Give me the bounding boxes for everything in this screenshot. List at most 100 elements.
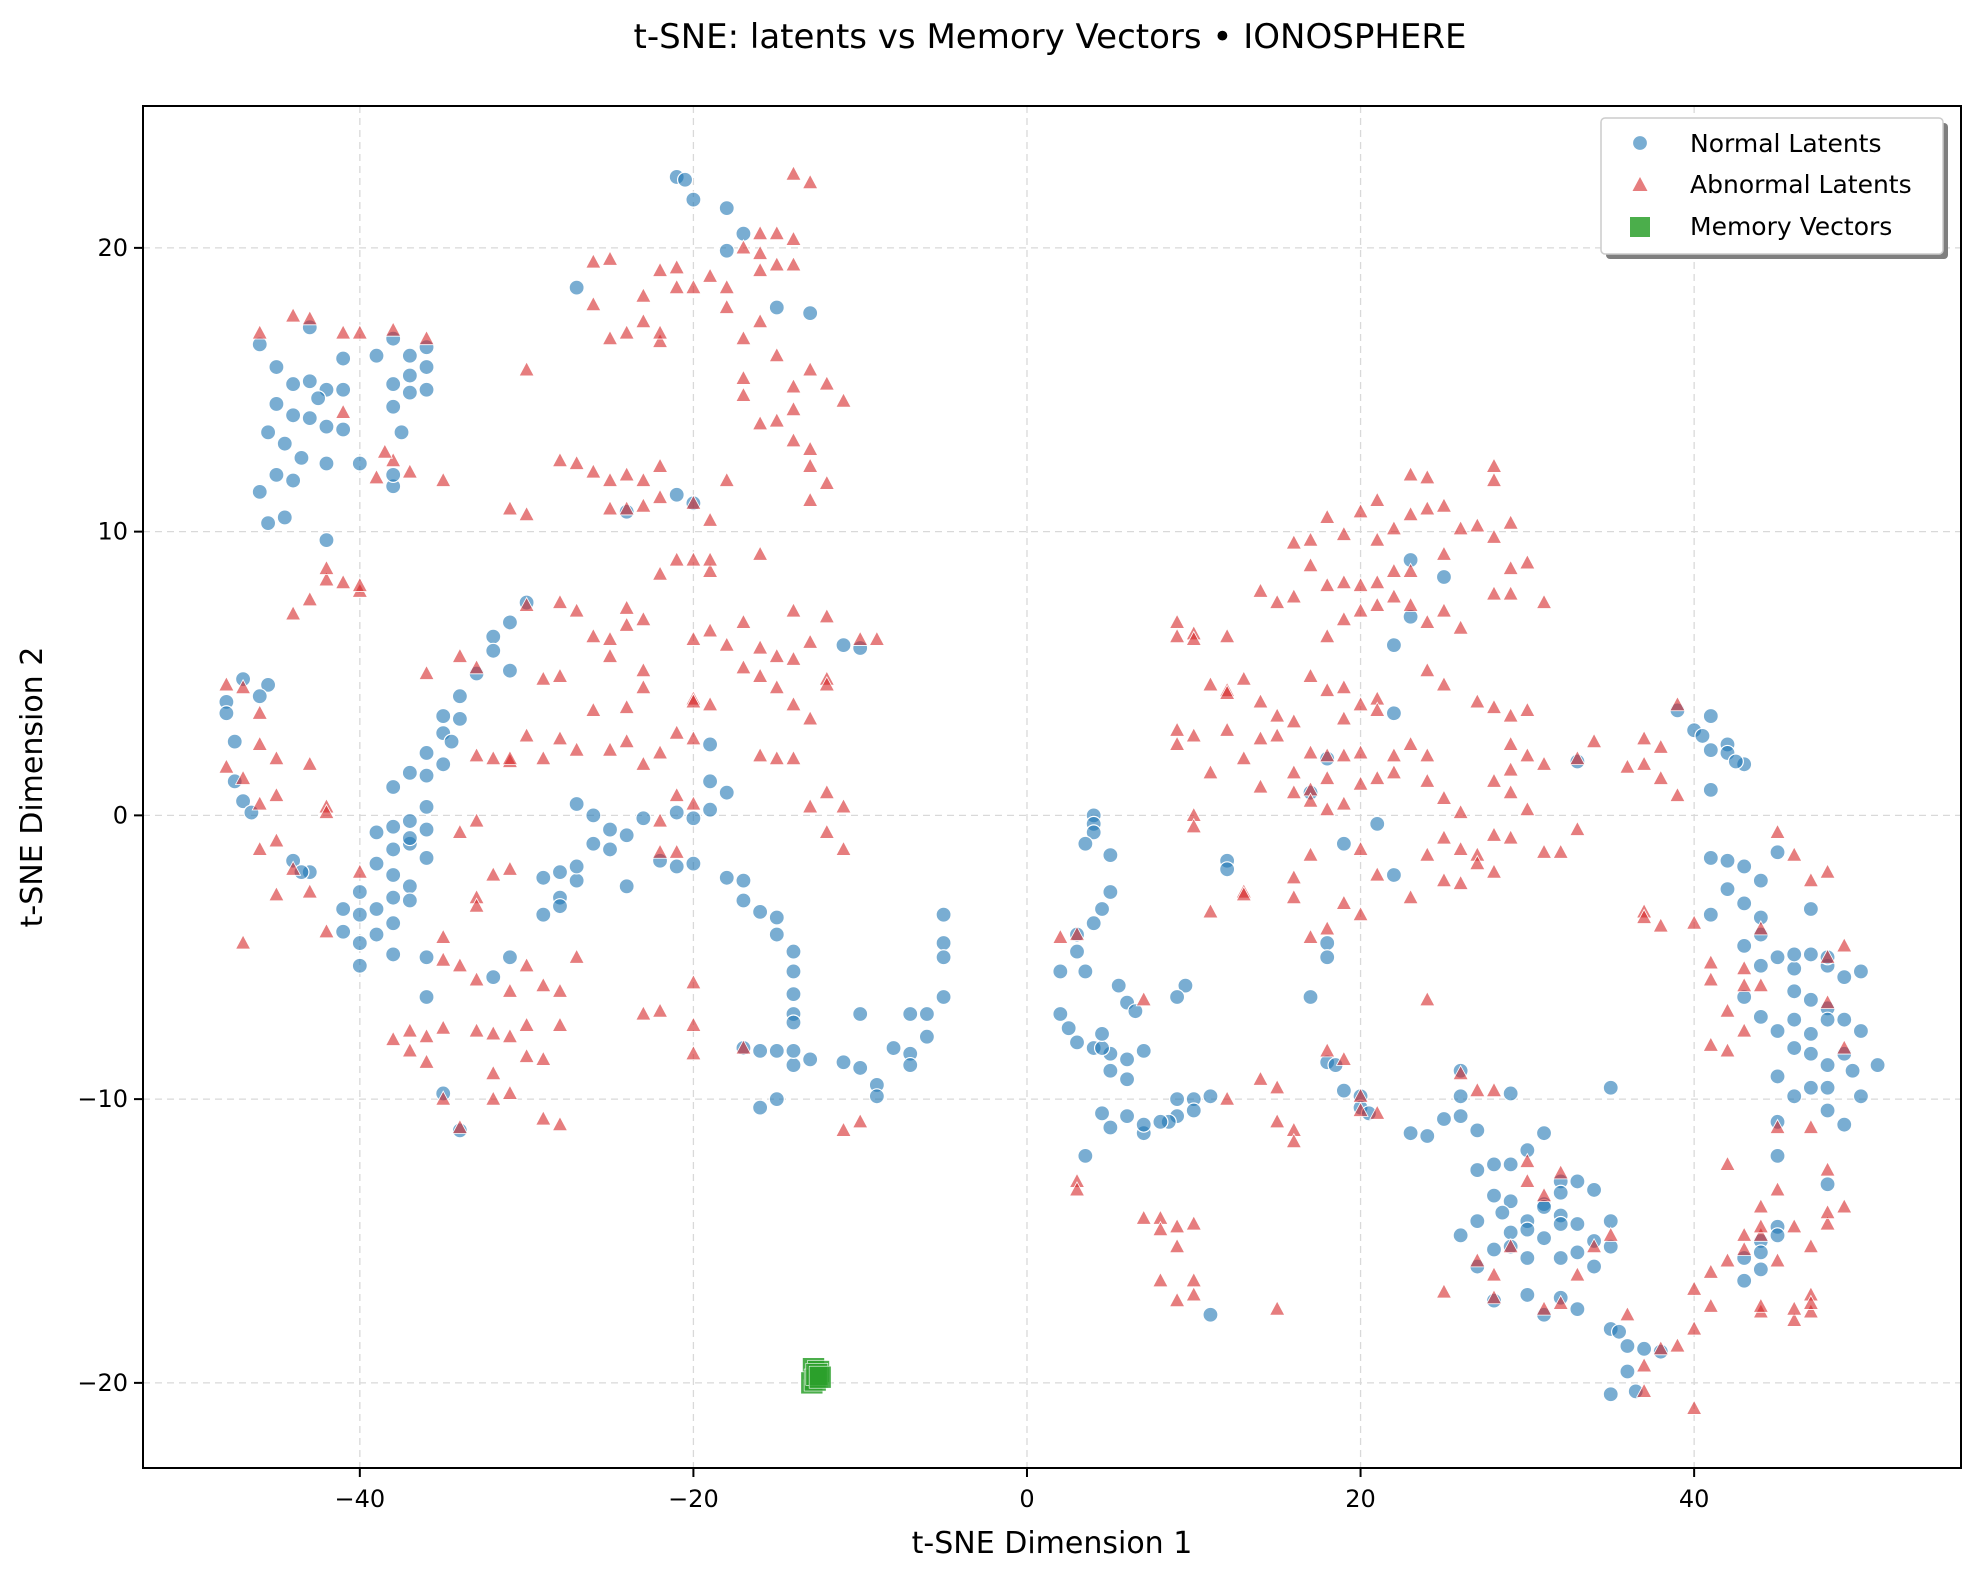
abnormal-latent-point (785, 602, 802, 618)
normal-latent-point (768, 1042, 785, 1059)
normal-latent-point (1519, 1221, 1536, 1238)
abnormal-latent-point (334, 324, 352, 340)
normal-latent-point (1736, 937, 1753, 955)
normal-latent-point (259, 424, 277, 441)
abnormal-latent-point (1452, 1064, 1469, 1080)
abnormal-latent-point (818, 823, 836, 839)
abnormal-latent-point (1819, 948, 1836, 964)
normal-latent-point (1769, 844, 1786, 861)
abnormal-latent-point (518, 1016, 535, 1032)
abnormal-latent-point (284, 605, 302, 621)
abnormal-latent-point (435, 951, 452, 967)
abnormal-latent-point (1185, 727, 1202, 743)
abnormal-latent-point (501, 1084, 519, 1100)
abnormal-latent-point (735, 658, 752, 675)
normal-latent-point (735, 872, 752, 889)
normal-latent-point (1068, 1034, 1086, 1051)
normal-latent-point (935, 949, 952, 966)
abnormal-latent-point (1335, 1050, 1353, 1066)
abnormal-latent-point (1319, 1042, 1336, 1058)
abnormal-latent-point (1535, 1300, 1553, 1316)
abnormal-latent-point (1402, 562, 1419, 578)
normal-latent-point (393, 424, 410, 441)
legend-marker-memory (1630, 217, 1650, 237)
abnormal-latent-point (518, 596, 535, 612)
abnormal-latent-point (1569, 1266, 1586, 1282)
abnormal-latent-point (451, 956, 469, 973)
normal-latent-point (1219, 861, 1236, 878)
abnormal-latent-point (1736, 1240, 1753, 1256)
normal-latent-point (902, 1056, 919, 1074)
abnormal-latent-point (1319, 746, 1336, 763)
normal-latent-point (401, 367, 418, 384)
normal-latent-point (1135, 1042, 1152, 1059)
abnormal-latent-point (601, 329, 619, 346)
normal-latent-point (401, 764, 418, 781)
normal-latent-point (1077, 963, 1094, 980)
legend-label-abnormal: Abnormal Latents (1690, 170, 1912, 199)
normal-latent-point (435, 756, 452, 773)
abnormal-latent-point (1319, 576, 1336, 592)
abnormal-latent-point (1352, 602, 1369, 618)
abnormal-latent-point (318, 803, 335, 819)
abnormal-latent-point (418, 1027, 435, 1044)
normal-latent-point (1702, 906, 1719, 923)
abnormal-latent-point (1369, 769, 1386, 785)
legend-label-memory: Memory Vectors (1690, 212, 1892, 241)
abnormal-latent-point (1335, 894, 1353, 910)
normal-latent-point (318, 418, 335, 435)
abnormal-latent-point (1552, 1164, 1569, 1180)
abnormal-latent-point (768, 647, 785, 663)
normal-latent-point (1452, 1227, 1469, 1244)
normal-latent-point (1569, 1300, 1586, 1318)
abnormal-latent-point (485, 1090, 502, 1106)
abnormal-latent-point (635, 312, 652, 329)
abnormal-latent-point (1452, 519, 1469, 536)
abnormal-latent-point (618, 324, 635, 340)
abnormal-latent-point (735, 329, 752, 346)
abnormal-latent-point (685, 729, 702, 746)
abnormal-latent-point (751, 667, 769, 683)
normal-latent-point (1752, 1244, 1769, 1261)
abnormal-latent-point (1786, 1300, 1803, 1316)
abnormal-latent-point (1218, 684, 1236, 700)
normal-latent-point (1836, 1116, 1853, 1133)
normal-latent-point (285, 375, 302, 393)
abnormal-latent-point (668, 551, 685, 567)
abnormal-latent-point (1452, 803, 1469, 819)
abnormal-latent-point (1652, 1339, 1669, 1356)
normal-latent-point (385, 915, 402, 932)
abnormal-latent-point (1369, 573, 1386, 590)
normal-latent-point (218, 705, 235, 722)
normal-latent-point (1836, 969, 1853, 986)
normal-latent-point (385, 778, 402, 796)
normal-latent-point (1135, 1116, 1152, 1133)
abnormal-latent-point (501, 500, 519, 516)
abnormal-latent-point (1752, 1226, 1770, 1242)
abnormal-latent-point (518, 956, 535, 973)
abnormal-latent-point (1552, 843, 1569, 859)
y-axis-ticks: −20 −10 0 10 20 (77, 234, 143, 1397)
abnormal-latent-point (1752, 1297, 1770, 1313)
abnormal-latent-point (368, 468, 385, 485)
abnormal-latent-point (1369, 701, 1386, 717)
normal-latent-point (1519, 1249, 1536, 1267)
abnormal-latent-point (1485, 1266, 1503, 1282)
abnormal-latent-point (1285, 783, 1303, 800)
normal-latent-point (1535, 1125, 1553, 1142)
abnormal-latent-point (1419, 500, 1436, 516)
normal-latent-point (1602, 1079, 1619, 1096)
abnormal-latent-point (251, 324, 268, 340)
normal-latent-point (401, 878, 418, 895)
abnormal-latent-point (518, 1047, 535, 1063)
normal-latent-point (1052, 1005, 1069, 1023)
abnormal-latent-point (618, 698, 635, 714)
abnormal-latent-point (685, 494, 702, 510)
abnormal-latent-point (1252, 778, 1269, 794)
normal-latent-point (1385, 637, 1403, 654)
abnormal-latent-point (801, 798, 819, 814)
abnormal-latent-point (1235, 885, 1252, 902)
normal-latent-point (676, 171, 694, 188)
normal-latent-point (1552, 1249, 1569, 1267)
